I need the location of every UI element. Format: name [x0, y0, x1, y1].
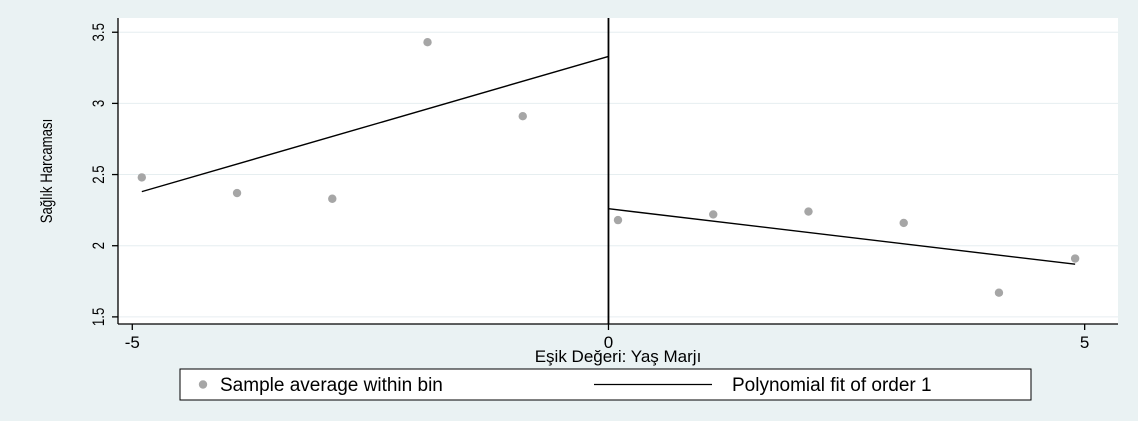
legend: Sample average within bin Polynomial fit…: [179, 368, 1032, 401]
data-point: [328, 194, 337, 203]
fit-lines: [141, 55, 1076, 265]
x-tick-label: -5: [125, 333, 140, 352]
x-axis-title: Eşik Değeri: Yaş Marjı: [535, 347, 702, 366]
data-point: [1070, 254, 1080, 263]
y-axis-title: Sağlık Harcaması: [38, 119, 57, 224]
data-point: [899, 218, 908, 228]
y-tick-label: 3: [90, 100, 109, 107]
data-point: [423, 37, 432, 47]
legend-point-marker: [198, 380, 208, 389]
x-tick-label: 0: [604, 333, 613, 352]
fit-line-segment: [608, 208, 1076, 265]
y-tick-label: 2: [90, 242, 109, 249]
grid-lines: [118, 31, 1118, 318]
axis-ticks: 1.5 2 2.5 3 3.5 -5 0 5: [90, 23, 1090, 352]
y-tick-label: 1.5: [90, 308, 109, 326]
data-point: [994, 288, 1004, 297]
data-point: [137, 173, 147, 182]
axes: [117, 18, 1118, 325]
legend-label-points: Sample average within bin: [220, 375, 443, 396]
data-point: [232, 188, 242, 198]
data-point: [709, 210, 718, 219]
data-point: [518, 112, 527, 121]
data-points: [137, 37, 1080, 297]
data-point: [804, 207, 813, 216]
legend-label-fit: Polynomial fit of order 1: [732, 375, 932, 396]
fit-line-segment: [141, 55, 609, 193]
data-point: [613, 215, 623, 225]
x-tick-label: 5: [1080, 333, 1089, 352]
y-tick-label: 3.5: [90, 23, 109, 41]
plot-area: [118, 18, 1118, 324]
y-tick-label: 2.5: [90, 165, 109, 183]
